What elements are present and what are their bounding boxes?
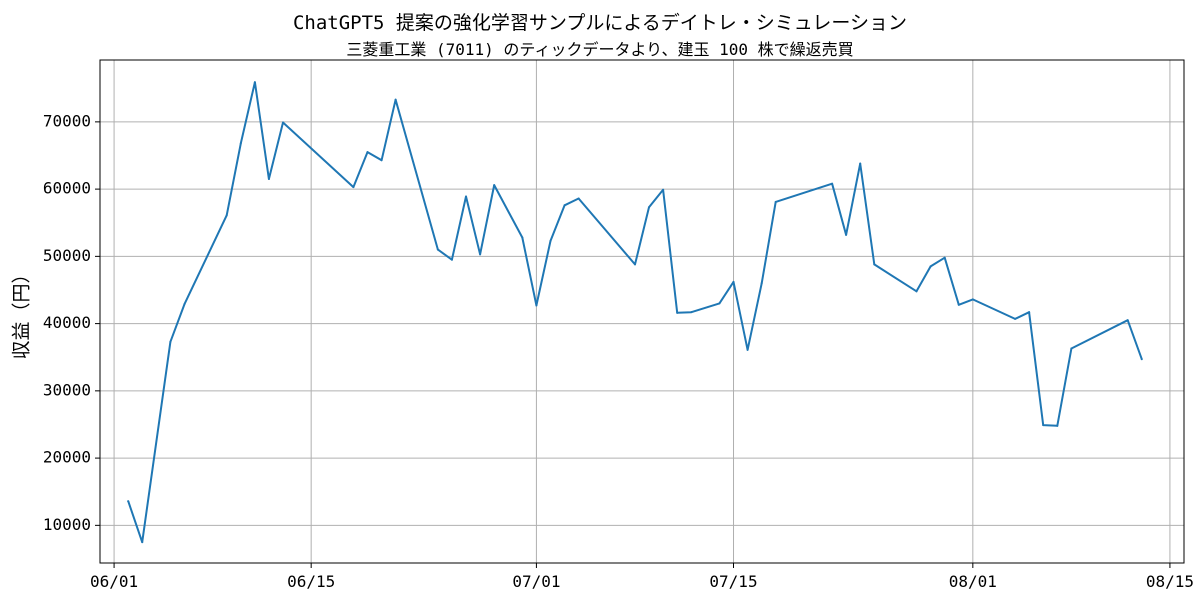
chart-title: ChatGPT5 提案の強化学習サンプルによるデイトレ・シミュレーション (292, 12, 908, 34)
data-point (549, 239, 552, 242)
grid-lines (100, 60, 1184, 563)
data-point (253, 81, 256, 84)
data-point (662, 188, 665, 191)
data-point (1014, 317, 1017, 320)
x-tick-label: 06/15 (287, 572, 335, 591)
chart-subtitle: 三菱重工業 (7011) のティックデータより、建玉 100 株で繰返売買 (346, 40, 854, 59)
data-point (676, 311, 679, 314)
data-point (859, 162, 862, 165)
data-point (225, 214, 228, 217)
y-tick-label: 20000 (43, 448, 91, 467)
data-point (915, 290, 918, 293)
data-point (577, 197, 580, 200)
data-point (1028, 311, 1031, 314)
series-layer (127, 81, 1143, 544)
data-point (183, 303, 186, 306)
data-point (760, 282, 763, 285)
data-point (774, 200, 777, 203)
series-line (127, 81, 1143, 544)
data-point (690, 311, 693, 314)
data-point (873, 263, 876, 266)
y-tick-label: 40000 (43, 313, 91, 332)
y-tick-label: 30000 (43, 380, 91, 399)
data-point (746, 348, 749, 351)
data-point (465, 195, 468, 198)
data-point (943, 256, 946, 259)
data-point (563, 204, 566, 207)
data-point (1070, 347, 1073, 350)
data-point (479, 253, 482, 256)
data-point (352, 186, 355, 189)
data-point (971, 298, 974, 301)
y-axis-label: 収益（円） (11, 264, 33, 359)
data-point (831, 182, 834, 185)
x-tick-label: 07/01 (512, 572, 560, 591)
data-point (633, 263, 636, 266)
data-point (718, 302, 721, 305)
data-point (239, 142, 242, 145)
data-point (450, 258, 453, 261)
data-point (141, 541, 144, 544)
data-point (845, 233, 848, 236)
data-point (127, 500, 130, 503)
data-point (493, 184, 496, 187)
data-point (1126, 319, 1129, 322)
axes-frame (99, 59, 1185, 564)
data-point (366, 151, 369, 154)
data-point (380, 159, 383, 162)
data-point (929, 265, 932, 268)
data-point (394, 98, 397, 101)
y-tick-label: 60000 (43, 179, 91, 198)
data-point (535, 304, 538, 307)
data-point (282, 121, 285, 124)
data-point (648, 206, 651, 209)
data-point (1042, 424, 1045, 427)
x-tick-label: 08/15 (1146, 572, 1194, 591)
data-point (1056, 424, 1059, 427)
data-point (169, 340, 172, 343)
x-tick-label: 06/01 (90, 572, 138, 591)
data-point (957, 303, 960, 306)
y-tick-label: 70000 (43, 111, 91, 130)
x-tick-label: 08/01 (949, 572, 997, 591)
data-point (1140, 358, 1143, 361)
data-point (436, 248, 439, 251)
data-point (267, 178, 270, 181)
y-tick-label: 10000 (43, 515, 91, 534)
x-tick-label: 07/15 (709, 572, 757, 591)
y-tick-label: 50000 (43, 246, 91, 265)
data-point (732, 280, 735, 283)
data-point (521, 236, 524, 239)
axis-ticks: 06/01 06/15 07/01 07/15 08/01 08/15 10000 20000… (43, 111, 1194, 591)
